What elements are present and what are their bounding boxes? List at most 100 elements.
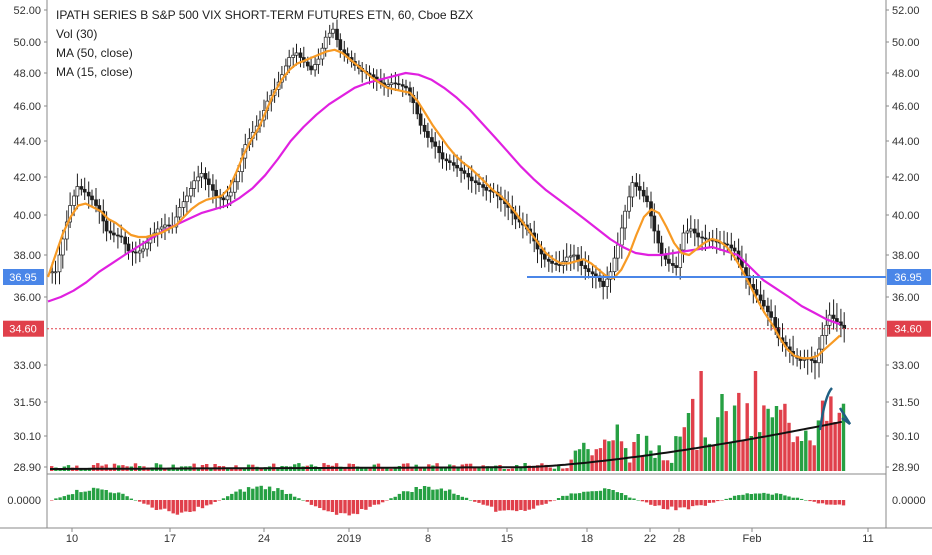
osc-bar bbox=[732, 495, 737, 500]
volume-bar bbox=[657, 445, 661, 471]
osc-bar bbox=[590, 491, 594, 500]
osc-bar bbox=[431, 489, 435, 500]
candle-body bbox=[305, 61, 310, 67]
candle-body bbox=[72, 195, 76, 206]
osc-bar bbox=[640, 500, 645, 502]
candle-body bbox=[396, 83, 401, 86]
candle-body bbox=[94, 199, 98, 206]
osc-bar bbox=[837, 500, 841, 505]
osc-bar bbox=[251, 488, 255, 500]
volume-bar bbox=[628, 462, 632, 471]
osc-bar bbox=[297, 498, 301, 500]
volume-bar bbox=[586, 449, 590, 471]
price-tick-left: 44.00 bbox=[13, 136, 41, 148]
candle-body bbox=[50, 271, 55, 274]
osc-bar bbox=[263, 489, 268, 500]
osc-bar bbox=[276, 488, 280, 500]
volume-bar bbox=[833, 422, 837, 471]
legend-ma50[interactable]: MA (50, close) bbox=[56, 46, 133, 60]
osc-bar bbox=[125, 496, 129, 500]
price-tick-left: 33.00 bbox=[13, 360, 41, 372]
candle-body bbox=[820, 335, 825, 350]
candle-body bbox=[601, 280, 606, 287]
legend-ma15[interactable]: MA (15, close) bbox=[56, 65, 133, 79]
volume-bar bbox=[670, 462, 674, 471]
candle-body bbox=[291, 54, 296, 58]
volume-bar bbox=[297, 463, 301, 471]
volume-bar bbox=[259, 468, 263, 471]
volume-ma-line bbox=[50, 420, 843, 470]
candle-body bbox=[430, 137, 434, 143]
candle-body bbox=[623, 210, 627, 229]
candle-body bbox=[287, 57, 292, 67]
candle-body bbox=[802, 358, 807, 361]
osc-bar bbox=[163, 500, 167, 509]
price-tick-right: 50.00 bbox=[892, 37, 920, 49]
volume-bar bbox=[154, 463, 159, 471]
osc-tick-right: 0.0000 bbox=[892, 495, 926, 507]
candle-body bbox=[447, 160, 452, 163]
candle-body bbox=[769, 311, 773, 318]
candle-body bbox=[542, 253, 547, 260]
osc-bar bbox=[628, 497, 632, 500]
price-tick-right: 46.00 bbox=[892, 101, 920, 113]
candle-body bbox=[119, 235, 124, 238]
candle-body bbox=[663, 254, 668, 260]
osc-bar bbox=[707, 500, 712, 503]
volume-bar bbox=[816, 420, 821, 471]
osc-bar bbox=[108, 492, 113, 500]
osc-bar bbox=[112, 493, 117, 500]
osc-bar bbox=[439, 488, 443, 500]
price-tick-right: 38.00 bbox=[892, 250, 920, 262]
volume-bar bbox=[393, 466, 397, 471]
volume-bar bbox=[364, 467, 368, 471]
volume-bar bbox=[825, 420, 829, 471]
candle-body bbox=[590, 271, 595, 275]
osc-bar bbox=[745, 493, 749, 500]
volume-bar bbox=[799, 441, 804, 471]
volume-bar bbox=[745, 403, 749, 471]
osc-bar bbox=[192, 500, 196, 512]
osc-bar bbox=[410, 492, 414, 500]
candle-body bbox=[422, 124, 427, 132]
osc-bar bbox=[50, 500, 54, 501]
candle-body bbox=[586, 268, 591, 273]
osc-bar bbox=[66, 494, 71, 500]
candle-body bbox=[583, 265, 588, 269]
osc-bar bbox=[779, 493, 783, 500]
candle-body bbox=[451, 162, 456, 166]
volume-bar bbox=[594, 449, 598, 471]
candle-body bbox=[692, 228, 697, 234]
volume-bar bbox=[242, 468, 247, 471]
candle-body bbox=[477, 182, 481, 185]
volume-bar bbox=[175, 469, 180, 471]
osc-bar bbox=[234, 491, 238, 500]
volume-bar bbox=[343, 467, 347, 471]
osc-bar bbox=[330, 500, 335, 512]
price-tick-right: 28.90 bbox=[892, 462, 920, 474]
volume-bar bbox=[841, 403, 846, 471]
candle-body bbox=[645, 195, 649, 203]
candle-body bbox=[426, 131, 430, 138]
volume-bar bbox=[678, 436, 682, 471]
candle-body bbox=[627, 196, 631, 212]
osc-bar bbox=[443, 490, 448, 500]
osc-bar bbox=[381, 500, 385, 503]
osc-bar bbox=[678, 500, 682, 508]
candle-body bbox=[641, 189, 646, 197]
legend-vol[interactable]: Vol (30) bbox=[56, 27, 98, 41]
price-tick-left: 40.00 bbox=[13, 210, 41, 222]
candle-body bbox=[309, 65, 313, 71]
osc-bar bbox=[75, 489, 79, 500]
osc-bar bbox=[464, 497, 469, 500]
osc-bar bbox=[158, 500, 163, 510]
price-tick-left: 28.90 bbox=[13, 462, 41, 474]
candle-body bbox=[688, 228, 693, 232]
candle-body bbox=[112, 232, 116, 236]
candle-body bbox=[86, 191, 91, 197]
volume-bar bbox=[590, 455, 594, 471]
candle-body bbox=[60, 238, 65, 256]
osc-bar bbox=[70, 494, 75, 500]
osc-bar bbox=[104, 490, 108, 500]
osc-bar bbox=[502, 500, 506, 511]
